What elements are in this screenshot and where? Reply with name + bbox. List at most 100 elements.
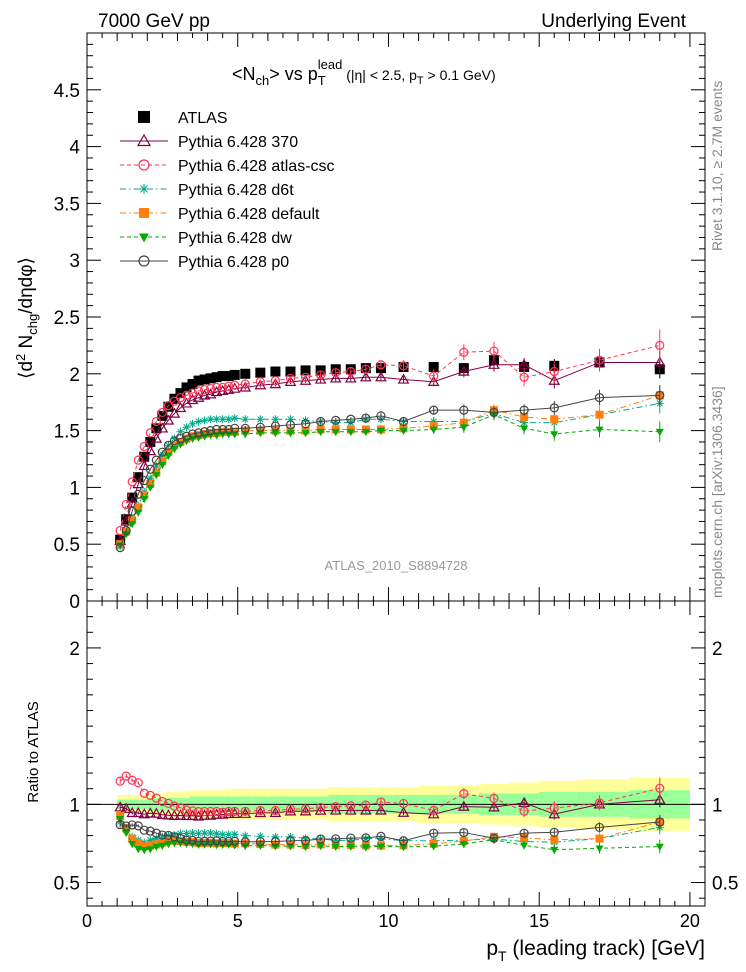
series-6-ratio-point-11: [181, 835, 192, 845]
series-2-ratio-point-8: [163, 798, 173, 809]
series-2-ratio-point-18: [224, 806, 234, 817]
series-4-point-8: [164, 448, 173, 457]
series-5-ratio-point-30: [399, 844, 408, 852]
series-2-main: [115, 329, 665, 536]
series-0-point-19: [229, 369, 240, 380]
series-1-ratio-point-5: [144, 807, 157, 818]
series-6-point-5: [145, 464, 155, 474]
series-2-point-8: [163, 401, 173, 411]
series-4-ratio-point-7: [158, 838, 167, 847]
series-1-ratio-point-10: [174, 809, 187, 820]
series-1-ratio-point-22: [269, 806, 282, 818]
series-6-point-13: [193, 428, 204, 438]
series-0-point-13: [193, 375, 204, 386]
series-6-point-16: [212, 424, 222, 435]
series-6-point-31: [429, 405, 439, 415]
series-6-ratio-point-18: [224, 836, 234, 847]
series-5-ratio-point-8: [164, 840, 173, 849]
x-tick-label: 20: [680, 911, 700, 931]
series-2-point-21: [255, 377, 265, 387]
series-1-point-26: [329, 372, 342, 383]
series-6-ratio-point-23: [285, 836, 296, 846]
series-1-ratio-point-20: [239, 807, 252, 818]
series-2-point-10: [175, 393, 186, 403]
series-6-point-18: [224, 424, 234, 435]
series-1-ratio-point-30: [397, 806, 410, 817]
series-3-point-16: [212, 415, 221, 424]
series-5-ratio-point-9: [170, 840, 179, 848]
series-4-ratio-line: [119, 815, 660, 847]
series-6-point-14: [199, 427, 210, 437]
series-5-point-23: [286, 430, 295, 438]
series-5-ratio-point-24: [301, 843, 310, 852]
series-1-ratio-point-33: [488, 801, 500, 812]
series-5-ratio-point-32: [459, 841, 468, 849]
series-2-ratio-point-36: [594, 798, 605, 808]
series-2-ratio-point-31: [429, 805, 439, 816]
series-5-point-34: [520, 425, 529, 433]
series-5-ratio-point-31: [429, 843, 438, 851]
series-0-point-11: [181, 382, 192, 393]
series-0-point-31: [428, 361, 439, 372]
x-tick-label: 15: [529, 911, 549, 931]
series-6-ratio-point-8: [163, 830, 173, 841]
series-1-point-30: [397, 373, 410, 384]
series-6-point-6: [151, 455, 161, 465]
series-5-main: [116, 409, 664, 550]
ratio-y-tick-label-left: 1: [69, 795, 80, 816]
series-5-line: [119, 414, 660, 546]
series-5-ratio-point-25: [316, 843, 325, 851]
header-left-label: 7000 GeV pp: [98, 11, 210, 32]
series-0-point-3: [133, 472, 144, 483]
legend-marker-2: [138, 159, 150, 171]
series-1-ratio-point-8: [162, 809, 175, 820]
series-5-ratio-point-1: [122, 829, 131, 837]
series-1-point-29: [375, 371, 387, 382]
series-6-point-8: [163, 440, 173, 450]
series-6-ratio-point-34: [519, 828, 529, 838]
series-1-point-35: [548, 374, 561, 385]
series-1-point-11: [180, 397, 193, 408]
series-5-point-32: [459, 424, 468, 432]
series-6-ratio-line: [120, 821, 660, 843]
series-3-point-12: [188, 419, 197, 428]
series-2-point-32: [459, 347, 469, 357]
series-5-ratio-point-6: [152, 843, 161, 851]
series-1-point-33: [488, 358, 500, 369]
series-5-ratio-point-35: [550, 846, 559, 855]
series-0-point-6: [151, 423, 162, 434]
series-2-ratio-point-10: [175, 803, 186, 813]
series-6-point-7: [157, 447, 167, 457]
y-tick-label: 3: [69, 251, 80, 272]
series-4-point-2: [128, 516, 137, 525]
series-2-ratio-point-14: [199, 806, 210, 817]
series-5-ratio-point-27: [346, 843, 355, 851]
series-4-ratio-point-4: [140, 842, 149, 851]
series-6-point-9: [169, 436, 180, 446]
series-2-ratio-point-4: [139, 788, 149, 798]
series-6-ratio-point-32: [459, 827, 469, 838]
series-1-point-6: [150, 432, 163, 443]
series-2-ratio-point-13: [193, 806, 204, 817]
series-3-ratio-point-14: [200, 829, 209, 838]
x-tick-label: 10: [378, 911, 398, 931]
series-2-point-25: [316, 370, 326, 380]
series-5-ratio-point-23: [286, 843, 295, 851]
y-axis-label: ⟨d2 Nchg/dηdφ⟩: [13, 257, 40, 379]
legend-marker-4: [139, 208, 149, 218]
legend-label-1: Pythia 6.428 370: [178, 134, 298, 151]
series-2-point-17: [218, 382, 228, 393]
ratio-y-tick-label-right: 0.5: [712, 874, 738, 895]
legend-label-0: ATLAS: [178, 110, 228, 127]
series-3-point-5: [146, 474, 155, 483]
series-3-point-11: [182, 423, 191, 432]
legend-label-6: Pythia 6.428 p0: [178, 254, 289, 271]
series-1-ratio-point-1: [120, 802, 133, 813]
series-6-ratio-point-27: [346, 833, 356, 843]
series-2-ratio-point-15: [206, 806, 216, 817]
series-5-ratio-point-21: [256, 842, 265, 850]
series-3-ratio-point-15: [206, 829, 215, 838]
series-5-point-36: [595, 426, 604, 434]
series-2-ratio-point-16: [212, 806, 222, 817]
